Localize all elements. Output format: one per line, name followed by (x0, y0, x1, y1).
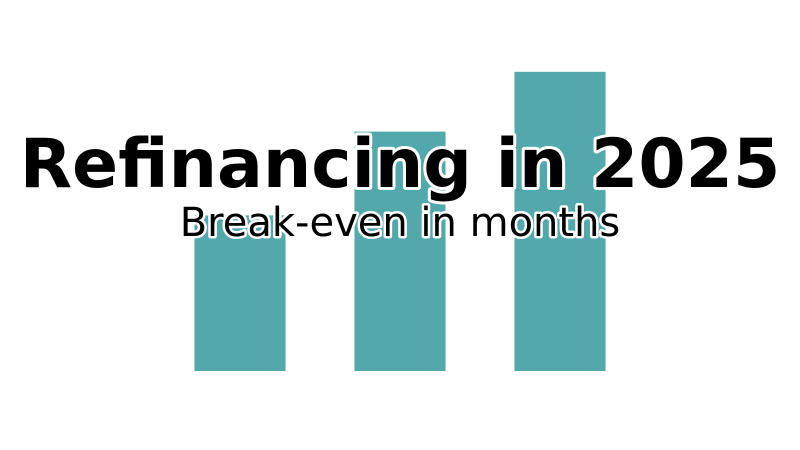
bar-3 (514, 71, 606, 372)
bar-group (194, 71, 606, 372)
bar-1 (194, 215, 286, 371)
bar-2 (354, 131, 446, 371)
chart-title: Refinancing in 2025 (20, 125, 781, 204)
chart-subtitle: Break-even in months (180, 200, 621, 246)
